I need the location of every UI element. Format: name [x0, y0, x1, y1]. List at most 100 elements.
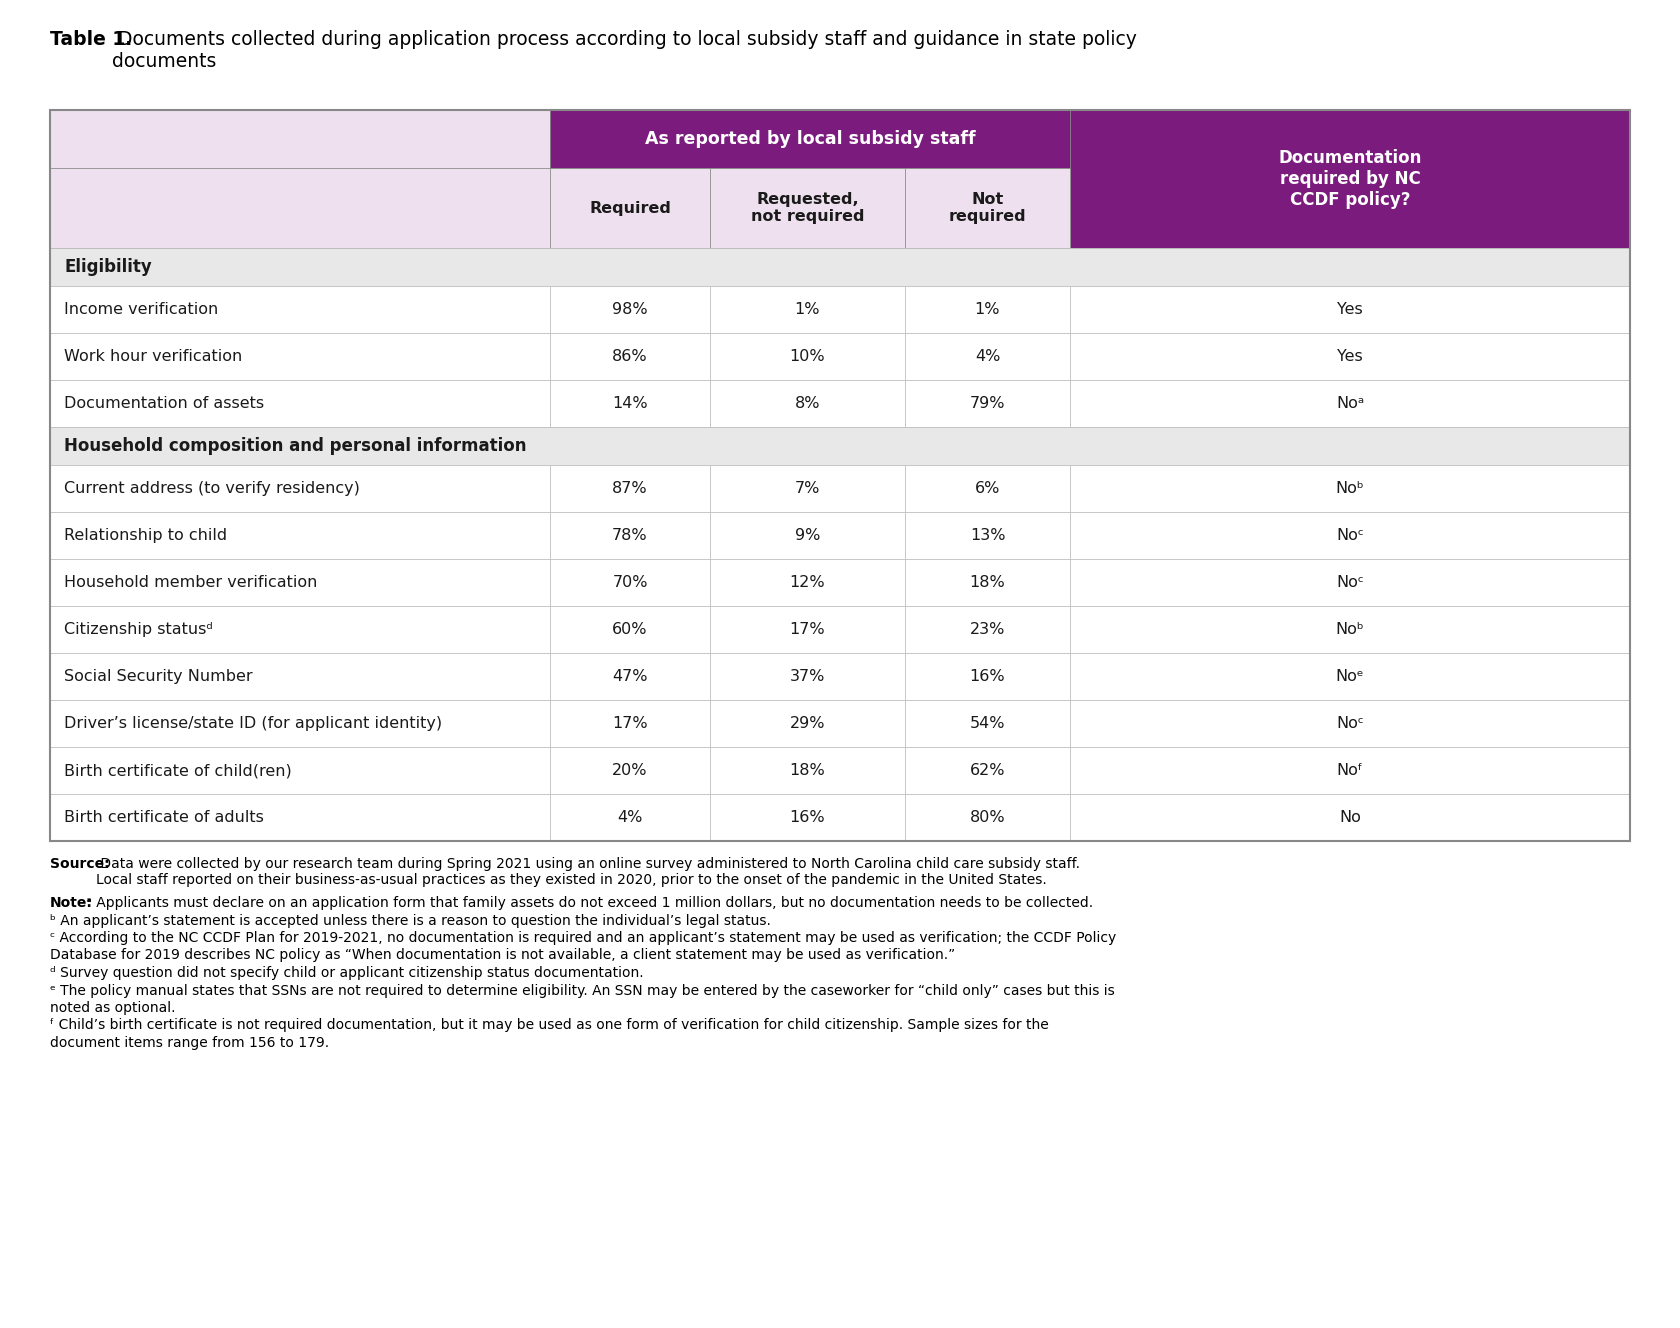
Bar — [50, 428, 1630, 465]
Bar — [906, 169, 1070, 248]
Bar — [50, 746, 549, 794]
Text: ᶜ According to the NC CCDF Plan for 2019-2021, no documentation is required and : ᶜ According to the NC CCDF Plan for 2019… — [50, 931, 1116, 946]
Text: Work hour verification: Work hour verification — [64, 349, 242, 364]
Text: Noᶜ: Noᶜ — [1336, 716, 1364, 730]
Text: Noᵇ: Noᵇ — [1336, 481, 1364, 495]
Text: Noᶜ: Noᶜ — [1336, 529, 1364, 543]
Text: 80%: 80% — [969, 810, 1005, 825]
Bar — [549, 513, 711, 559]
Bar — [711, 794, 906, 841]
Bar — [50, 380, 549, 428]
Text: 87%: 87% — [612, 481, 648, 495]
Text: 8%: 8% — [795, 396, 820, 410]
Text: Source:: Source: — [50, 857, 109, 871]
Bar — [50, 248, 1630, 286]
Text: Requested,
not required: Requested, not required — [751, 191, 864, 224]
Bar — [1070, 286, 1630, 333]
Text: 17%: 17% — [790, 622, 825, 637]
Bar — [906, 465, 1070, 513]
Text: Birth certificate of adults: Birth certificate of adults — [64, 810, 264, 825]
Text: Database for 2019 describes NC policy as “When documentation is not available, a: Database for 2019 describes NC policy as… — [50, 948, 956, 963]
Bar — [549, 286, 711, 333]
Bar — [711, 465, 906, 513]
Text: 79%: 79% — [969, 396, 1005, 410]
Bar — [906, 700, 1070, 746]
Text: As reported by local subsidy staff: As reported by local subsidy staff — [645, 130, 976, 147]
Bar — [906, 286, 1070, 333]
Bar — [711, 333, 906, 380]
Bar — [711, 700, 906, 746]
Text: Driver’s license/state ID (for applicant identity): Driver’s license/state ID (for applicant… — [64, 716, 442, 730]
Text: 1%: 1% — [795, 301, 820, 317]
Text: Table 1.: Table 1. — [50, 31, 133, 49]
Text: 4%: 4% — [617, 810, 643, 825]
Bar — [549, 333, 711, 380]
Bar — [711, 169, 906, 248]
Text: 78%: 78% — [612, 529, 648, 543]
Bar — [50, 794, 549, 841]
Bar — [711, 559, 906, 606]
Bar — [906, 559, 1070, 606]
Text: Income verification: Income verification — [64, 301, 218, 317]
Text: Note:: Note: — [50, 896, 92, 910]
Bar — [549, 380, 711, 428]
Text: Not
required: Not required — [949, 191, 1026, 224]
Text: 10%: 10% — [790, 349, 825, 364]
Bar — [50, 110, 1630, 841]
Text: Yes: Yes — [1337, 301, 1362, 317]
Bar — [549, 746, 711, 794]
Bar — [711, 286, 906, 333]
Text: Relationship to child: Relationship to child — [64, 529, 227, 543]
Text: Data were collected by our research team during Spring 2021 using an online surv: Data were collected by our research team… — [96, 857, 1080, 887]
Bar — [711, 653, 906, 700]
Text: Noᵃ: Noᵃ — [1336, 396, 1364, 410]
Bar — [50, 606, 549, 653]
Text: 12%: 12% — [790, 575, 825, 590]
Bar — [1070, 465, 1630, 513]
Bar — [711, 606, 906, 653]
Bar — [549, 606, 711, 653]
Bar — [50, 559, 549, 606]
Text: Yes: Yes — [1337, 349, 1362, 364]
Bar — [1070, 559, 1630, 606]
Text: Documents collected during application process according to local subsidy staff : Documents collected during application p… — [113, 31, 1137, 70]
Text: ᵃ Applicants must declare on an application form that family assets do not excee: ᵃ Applicants must declare on an applicat… — [82, 896, 1094, 910]
Text: 70%: 70% — [612, 575, 648, 590]
Bar — [1070, 700, 1630, 746]
Text: Eligibility: Eligibility — [64, 258, 151, 276]
Bar — [1070, 606, 1630, 653]
Bar — [50, 110, 1630, 841]
Bar — [711, 380, 906, 428]
Text: ᵉ The policy manual states that SSNs are not required to determine eligibility. : ᵉ The policy manual states that SSNs are… — [50, 984, 1116, 997]
Text: 18%: 18% — [790, 764, 825, 778]
Text: Required: Required — [590, 201, 670, 215]
Bar — [549, 465, 711, 513]
Bar — [50, 465, 549, 513]
Text: document items range from 156 to 179.: document items range from 156 to 179. — [50, 1036, 329, 1050]
Text: 98%: 98% — [612, 301, 648, 317]
Bar — [50, 110, 549, 169]
Text: 7%: 7% — [795, 481, 820, 495]
Text: noted as optional.: noted as optional. — [50, 1001, 175, 1015]
Bar — [1070, 380, 1630, 428]
Text: 6%: 6% — [974, 481, 1000, 495]
Bar — [906, 794, 1070, 841]
Text: 86%: 86% — [612, 349, 648, 364]
Bar — [549, 169, 711, 248]
Text: Social Security Number: Social Security Number — [64, 669, 252, 684]
Bar — [549, 559, 711, 606]
Bar — [906, 380, 1070, 428]
Bar — [549, 653, 711, 700]
Bar — [1070, 746, 1630, 794]
Text: Documentation of assets: Documentation of assets — [64, 396, 264, 410]
Bar — [549, 110, 1070, 169]
Text: ᶠ Child’s birth certificate is not required documentation, but it may be used as: ᶠ Child’s birth certificate is not requi… — [50, 1019, 1048, 1032]
Text: Noᵉ: Noᵉ — [1336, 669, 1364, 684]
Text: 1%: 1% — [974, 301, 1000, 317]
Bar — [50, 333, 549, 380]
Text: Current address (to verify residency): Current address (to verify residency) — [64, 481, 360, 495]
Bar — [711, 746, 906, 794]
Text: Citizenship statusᵈ: Citizenship statusᵈ — [64, 622, 213, 637]
Bar — [1070, 794, 1630, 841]
Text: 16%: 16% — [790, 810, 825, 825]
